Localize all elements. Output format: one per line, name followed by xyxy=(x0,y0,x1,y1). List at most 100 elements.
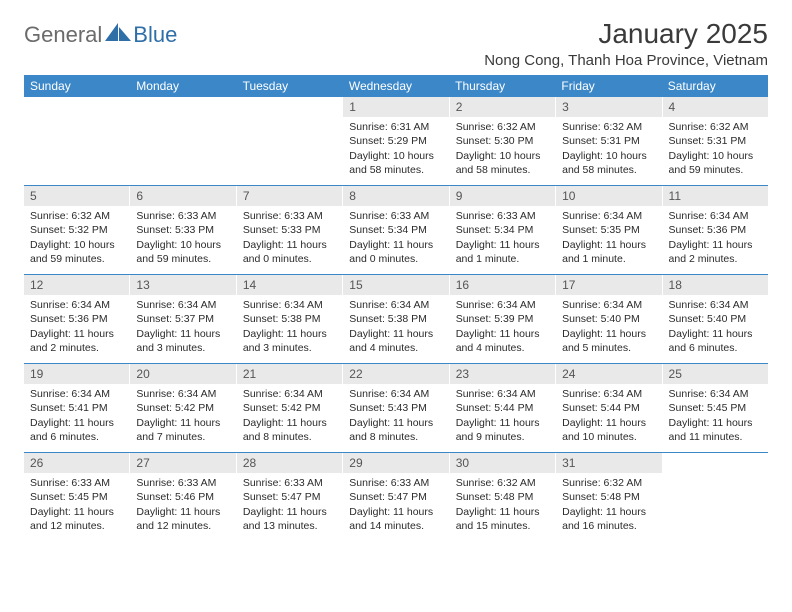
day-cell: . xyxy=(663,453,768,541)
sunrise-text: Sunrise: 6:34 AM xyxy=(456,298,549,312)
sunrise-text: Sunrise: 6:34 AM xyxy=(136,298,229,312)
sunset-text: Sunset: 5:43 PM xyxy=(349,401,442,415)
daylight-text: Daylight: 11 hours and 9 minutes. xyxy=(456,416,549,444)
sunset-text: Sunset: 5:42 PM xyxy=(136,401,229,415)
day-number: 24 xyxy=(556,364,661,384)
sunrise-text: Sunrise: 6:32 AM xyxy=(562,120,655,134)
day-body: Sunrise: 6:33 AMSunset: 5:47 PMDaylight:… xyxy=(343,473,448,537)
daylight-text: Daylight: 11 hours and 3 minutes. xyxy=(243,327,336,355)
daylight-text: Daylight: 11 hours and 6 minutes. xyxy=(669,327,762,355)
sunset-text: Sunset: 5:32 PM xyxy=(30,223,123,237)
day-cell: 12Sunrise: 6:34 AMSunset: 5:36 PMDayligh… xyxy=(24,275,130,363)
logo-text-gray: General xyxy=(24,22,102,48)
page-header: General Blue January 2025 Nong Cong, Tha… xyxy=(24,18,768,69)
day-body: Sunrise: 6:32 AMSunset: 5:30 PMDaylight:… xyxy=(450,117,555,181)
daylight-text: Daylight: 11 hours and 15 minutes. xyxy=(456,505,549,533)
day-cell: 17Sunrise: 6:34 AMSunset: 5:40 PMDayligh… xyxy=(556,275,662,363)
sunrise-text: Sunrise: 6:34 AM xyxy=(243,298,336,312)
day-cell: 22Sunrise: 6:34 AMSunset: 5:43 PMDayligh… xyxy=(343,364,449,452)
day-cell: 24 Sunrise: 6:34 AMSunset: 5:44 PMDayligh… xyxy=(556,364,662,452)
sunrise-text: Sunrise: 6:34 AM xyxy=(136,387,229,401)
day-number: 22 xyxy=(343,364,448,384)
day-number: 20 xyxy=(130,364,235,384)
sunrise-text: Sunrise: 6:34 AM xyxy=(562,298,655,312)
logo-sail-icon xyxy=(105,23,131,41)
sunset-text: Sunset: 5:45 PM xyxy=(30,490,123,504)
daylight-text: Daylight: 11 hours and 10 minutes. xyxy=(562,416,655,444)
daylight-text: Daylight: 11 hours and 14 minutes. xyxy=(349,505,442,533)
day-number: 6 xyxy=(130,186,235,206)
sunset-text: Sunset: 5:30 PM xyxy=(456,134,549,148)
week-row: ...1Sunrise: 6:31 AMSunset: 5:29 PMDayli… xyxy=(24,97,768,185)
sunrise-text: Sunrise: 6:32 AM xyxy=(562,476,655,490)
day-body: Sunrise: 6:33 AMSunset: 5:46 PMDaylight:… xyxy=(130,473,235,537)
sunrise-text: Sunrise: 6:31 AM xyxy=(349,120,442,134)
day-cell: 1Sunrise: 6:31 AMSunset: 5:29 PMDaylight… xyxy=(343,97,449,185)
sunset-text: Sunset: 5:38 PM xyxy=(243,312,336,326)
sunset-text: Sunset: 5:47 PM xyxy=(349,490,442,504)
day-body: Sunrise: 6:32 AMSunset: 5:32 PMDaylight:… xyxy=(24,206,129,270)
day-number: 28 xyxy=(237,453,342,473)
sunset-text: Sunset: 5:36 PM xyxy=(669,223,762,237)
sunset-text: Sunset: 5:48 PM xyxy=(456,490,549,504)
day-cell: 7Sunrise: 6:33 AMSunset: 5:33 PMDaylight… xyxy=(237,186,343,274)
month-title: January 2025 xyxy=(484,18,768,50)
sunset-text: Sunset: 5:42 PM xyxy=(243,401,336,415)
day-body: Sunrise: 6:32 AMSunset: 5:48 PMDaylight:… xyxy=(450,473,555,537)
day-number: 29 xyxy=(343,453,448,473)
day-cell: 10Sunrise: 6:34 AMSunset: 5:35 PMDayligh… xyxy=(556,186,662,274)
sunset-text: Sunset: 5:34 PM xyxy=(349,223,442,237)
day-cell: 6Sunrise: 6:33 AMSunset: 5:33 PMDaylight… xyxy=(130,186,236,274)
calendar-grid: Sunday Monday Tuesday Wednesday Thursday… xyxy=(24,75,768,541)
sunset-text: Sunset: 5:48 PM xyxy=(562,490,655,504)
day-cell: 21Sunrise: 6:34 AMSunset: 5:42 PMDayligh… xyxy=(237,364,343,452)
day-body: Sunrise: 6:34 AMSunset: 5:40 PMDaylight:… xyxy=(663,295,768,359)
day-number: 13 xyxy=(130,275,235,295)
sunrise-text: Sunrise: 6:34 AM xyxy=(562,209,655,223)
sunrise-text: Sunrise: 6:34 AM xyxy=(243,387,336,401)
sunrise-text: Sunrise: 6:33 AM xyxy=(349,209,442,223)
day-body: Sunrise: 6:34 AMSunset: 5:36 PMDaylight:… xyxy=(24,295,129,359)
daylight-text: Daylight: 11 hours and 0 minutes. xyxy=(243,238,336,266)
day-header-tue: Tuesday xyxy=(237,75,343,97)
sunrise-text: Sunrise: 6:32 AM xyxy=(669,120,762,134)
day-number: 5 xyxy=(24,186,129,206)
logo-text-blue: Blue xyxy=(133,22,177,48)
sunrise-text: Sunrise: 6:33 AM xyxy=(456,209,549,223)
sunset-text: Sunset: 5:36 PM xyxy=(30,312,123,326)
daylight-text: Daylight: 11 hours and 6 minutes. xyxy=(30,416,123,444)
sunset-text: Sunset: 5:44 PM xyxy=(562,401,655,415)
sunset-text: Sunset: 5:46 PM xyxy=(136,490,229,504)
day-body: Sunrise: 6:32 AMSunset: 5:31 PMDaylight:… xyxy=(556,117,661,181)
day-number: 14 xyxy=(237,275,342,295)
sunrise-text: Sunrise: 6:34 AM xyxy=(669,209,762,223)
sunset-text: Sunset: 5:33 PM xyxy=(243,223,336,237)
day-cell: 4Sunrise: 6:32 AMSunset: 5:31 PMDaylight… xyxy=(663,97,768,185)
sunrise-text: Sunrise: 6:33 AM xyxy=(243,209,336,223)
day-number: 23 xyxy=(450,364,555,384)
day-cell: 13Sunrise: 6:34 AMSunset: 5:37 PMDayligh… xyxy=(130,275,236,363)
day-number: 31 xyxy=(556,453,661,473)
day-header-sat: Saturday xyxy=(662,75,768,97)
sunrise-text: Sunrise: 6:32 AM xyxy=(30,209,123,223)
day-body: Sunrise: 6:34 AMSunset: 5:39 PMDaylight:… xyxy=(450,295,555,359)
day-number: 11 xyxy=(663,186,768,206)
day-header-row: Sunday Monday Tuesday Wednesday Thursday… xyxy=(24,75,768,97)
sunrise-text: Sunrise: 6:34 AM xyxy=(562,387,655,401)
day-cell: 9Sunrise: 6:33 AMSunset: 5:34 PMDaylight… xyxy=(450,186,556,274)
day-body: Sunrise: 6:31 AMSunset: 5:29 PMDaylight:… xyxy=(343,117,448,181)
sunset-text: Sunset: 5:41 PM xyxy=(30,401,123,415)
day-cell: 20Sunrise: 6:34 AMSunset: 5:42 PMDayligh… xyxy=(130,364,236,452)
day-cell: . xyxy=(237,97,343,185)
day-number: 30 xyxy=(450,453,555,473)
day-number: 26 xyxy=(24,453,129,473)
daylight-text: Daylight: 11 hours and 8 minutes. xyxy=(243,416,336,444)
week-row: 5Sunrise: 6:32 AMSunset: 5:32 PMDaylight… xyxy=(24,185,768,274)
day-body: Sunrise: 6:34 AMSunset: 5:38 PMDaylight:… xyxy=(237,295,342,359)
week-row: 26 Sunrise: 6:33 AM Sunset: 5:45 PM Dayligh… xyxy=(24,452,768,541)
day-body: Sunrise: 6:34 AMSunset: 5:45 PMDaylight:… xyxy=(663,384,768,448)
sunrise-text: Sunrise: 6:33 AM xyxy=(136,476,229,490)
day-number: 18 xyxy=(663,275,768,295)
day-body: Sunrise: 6:33 AMSunset: 5:34 PMDaylight:… xyxy=(450,206,555,270)
daylight-text: Daylight: 11 hours and 11 minutes. xyxy=(669,416,762,444)
